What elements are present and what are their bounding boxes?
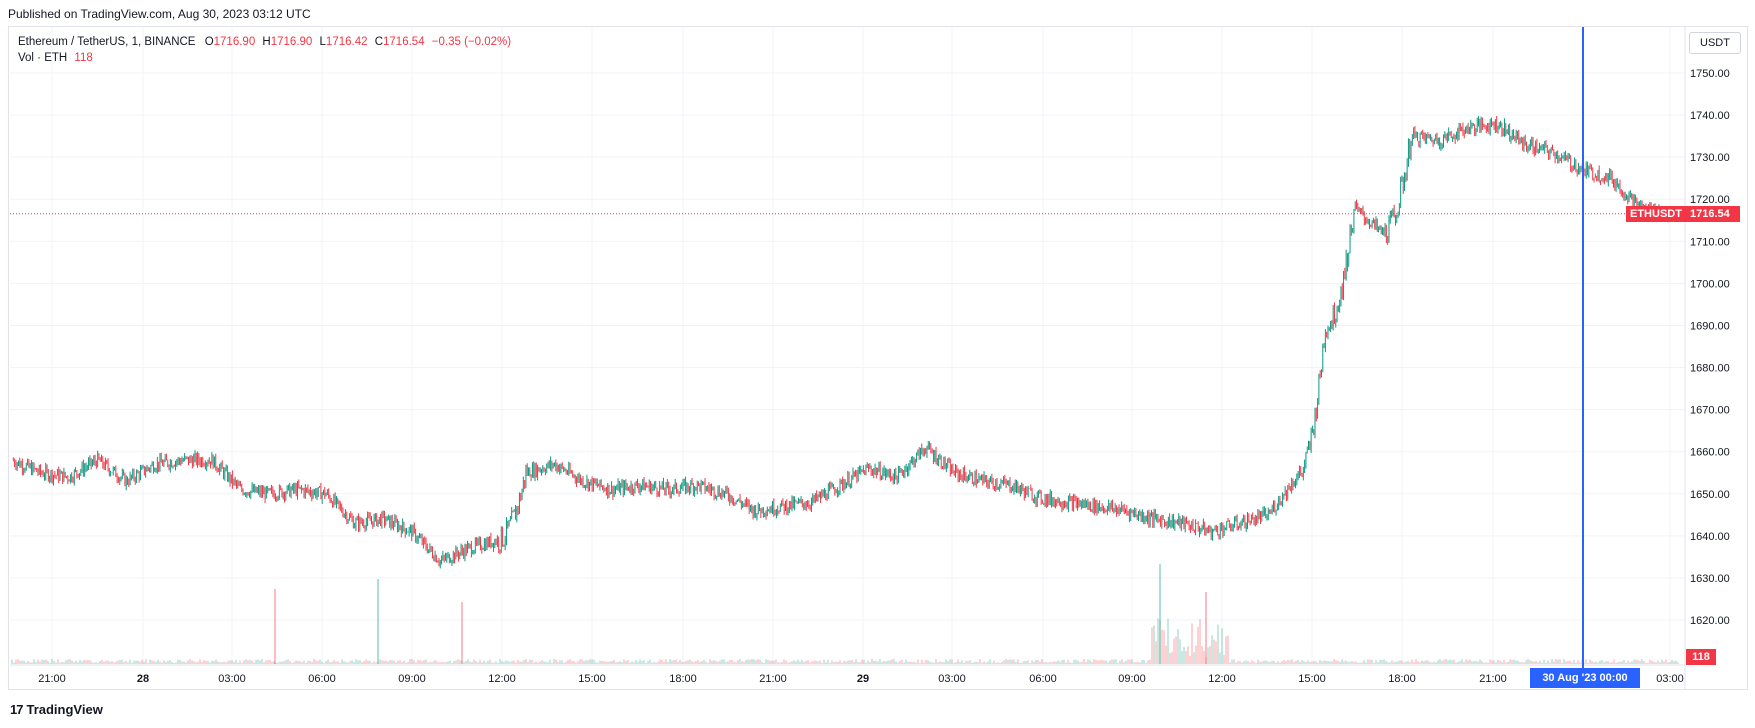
symbol-price-tag: ETHUSDT [1626, 206, 1686, 222]
legend-volume-value: 118 [74, 52, 93, 64]
volume-bars [11, 564, 1679, 664]
y-tick-label: 1750.00 [1690, 68, 1730, 80]
crosshair-time-label: 30 Aug '23 00:00 [1530, 668, 1640, 688]
legend-volume-row: Vol · ETH 118 [18, 50, 511, 66]
y-tick-label: 1700.00 [1690, 278, 1730, 290]
x-tick-label: 03:00 [1656, 673, 1684, 685]
y-tick-label: 1720.00 [1690, 194, 1730, 206]
tradingview-logo-mark: 17 [10, 702, 24, 717]
y-tick-label: 1690.00 [1690, 320, 1730, 332]
tradingview-logo-text: TradingView [26, 702, 103, 717]
candles [12, 116, 1669, 569]
y-tick-label: 1740.00 [1690, 110, 1730, 122]
y-tick-label: 1660.00 [1690, 447, 1730, 459]
legend-low-label: L [319, 36, 326, 48]
y-tick-label: 1650.00 [1690, 489, 1730, 501]
published-note: Published on TradingView.com, Aug 30, 20… [8, 7, 311, 21]
legend-symbol: Ethereum / TetherUS, 1, BINANCE [18, 36, 196, 48]
x-tick-label: 21:00 [38, 673, 66, 685]
x-tick-label: 12:00 [1208, 673, 1236, 685]
legend-volume-label: Vol · ETH [18, 52, 68, 64]
chart-frame[interactable] [8, 26, 1748, 690]
x-tick-label: 06:00 [308, 673, 336, 685]
x-tick-label: 09:00 [398, 673, 426, 685]
legend-close-label: C [374, 36, 384, 48]
x-tick-label: 03:00 [938, 673, 966, 685]
legend-high-label: H [262, 36, 271, 48]
x-tick-label: 21:00 [1479, 673, 1507, 685]
last-price-tag: 1716.54 [1686, 206, 1740, 222]
x-tick-label: 15:00 [578, 673, 606, 685]
legend-change: −0.35 (−0.02%) [431, 36, 512, 48]
legend-high-value: 1716.90 [270, 36, 313, 48]
y-tick-label: 1710.00 [1690, 236, 1730, 248]
x-tick-label: 12:00 [488, 673, 516, 685]
x-tick-label: 18:00 [1388, 673, 1416, 685]
x-tick-label: 06:00 [1029, 673, 1057, 685]
legend-close-value: 1716.54 [383, 36, 425, 48]
tradingview-logo[interactable]: 17 TradingView [10, 702, 103, 717]
legend-ohlc-row: Ethereum / TetherUS, 1, BINANCE O1716.90… [18, 34, 511, 50]
y-tick-label: 1670.00 [1690, 405, 1730, 417]
x-tick-label: 18:00 [669, 673, 697, 685]
y-tick-label: 1730.00 [1690, 152, 1730, 164]
x-tick-label: 29 [857, 673, 869, 685]
x-tick-label: 03:00 [218, 673, 246, 685]
y-tick-label: 1640.00 [1690, 531, 1730, 543]
y-tick-label: 1630.00 [1690, 573, 1730, 585]
y-tick-label: 1620.00 [1690, 615, 1730, 627]
chart-legend: Ethereum / TetherUS, 1, BINANCE O1716.90… [18, 34, 511, 66]
x-tick-label: 28 [137, 673, 149, 685]
y-tick-label: 1680.00 [1690, 363, 1730, 375]
legend-open-value: 1716.90 [213, 36, 256, 48]
x-tick-label: 09:00 [1118, 673, 1146, 685]
x-tick-label: 15:00 [1298, 673, 1326, 685]
legend-open-label: O [204, 36, 214, 48]
volume-value-tag: 118 [1686, 649, 1716, 665]
legend-low-value: 1716.42 [325, 36, 368, 48]
x-tick-label: 21:00 [759, 673, 787, 685]
currency-button[interactable]: USDT [1689, 32, 1741, 54]
